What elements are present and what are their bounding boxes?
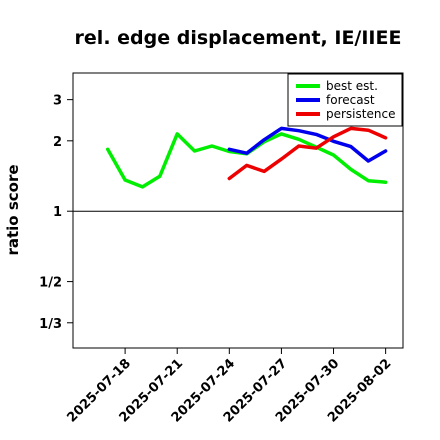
y-tick-label: 2 <box>53 135 62 150</box>
y-tick-label: 1/2 <box>39 276 62 291</box>
series-layer <box>105 126 388 189</box>
legend-entry: best est. <box>326 79 378 93</box>
y-tick-label: 1 <box>53 205 62 220</box>
legend-entry: forecast <box>326 93 375 107</box>
y-axis-label: ratio score <box>4 164 22 255</box>
y-axis: 3 2 1 1/2 1/3 <box>39 94 73 332</box>
y-tick-label: 3 <box>53 94 62 109</box>
x-axis: 2025-07-182025-07-212025-07-242025-07-27… <box>65 348 394 426</box>
y-tick-label: 1/3 <box>39 317 62 332</box>
series-line-best-est <box>105 132 388 189</box>
plot-frame <box>72 72 404 349</box>
legend-entry: persistence <box>326 107 395 121</box>
chart-title: rel. edge displacement, IE/IIEE <box>75 27 402 49</box>
series-line-forecast <box>227 126 388 163</box>
series-line-persistence <box>227 126 388 181</box>
